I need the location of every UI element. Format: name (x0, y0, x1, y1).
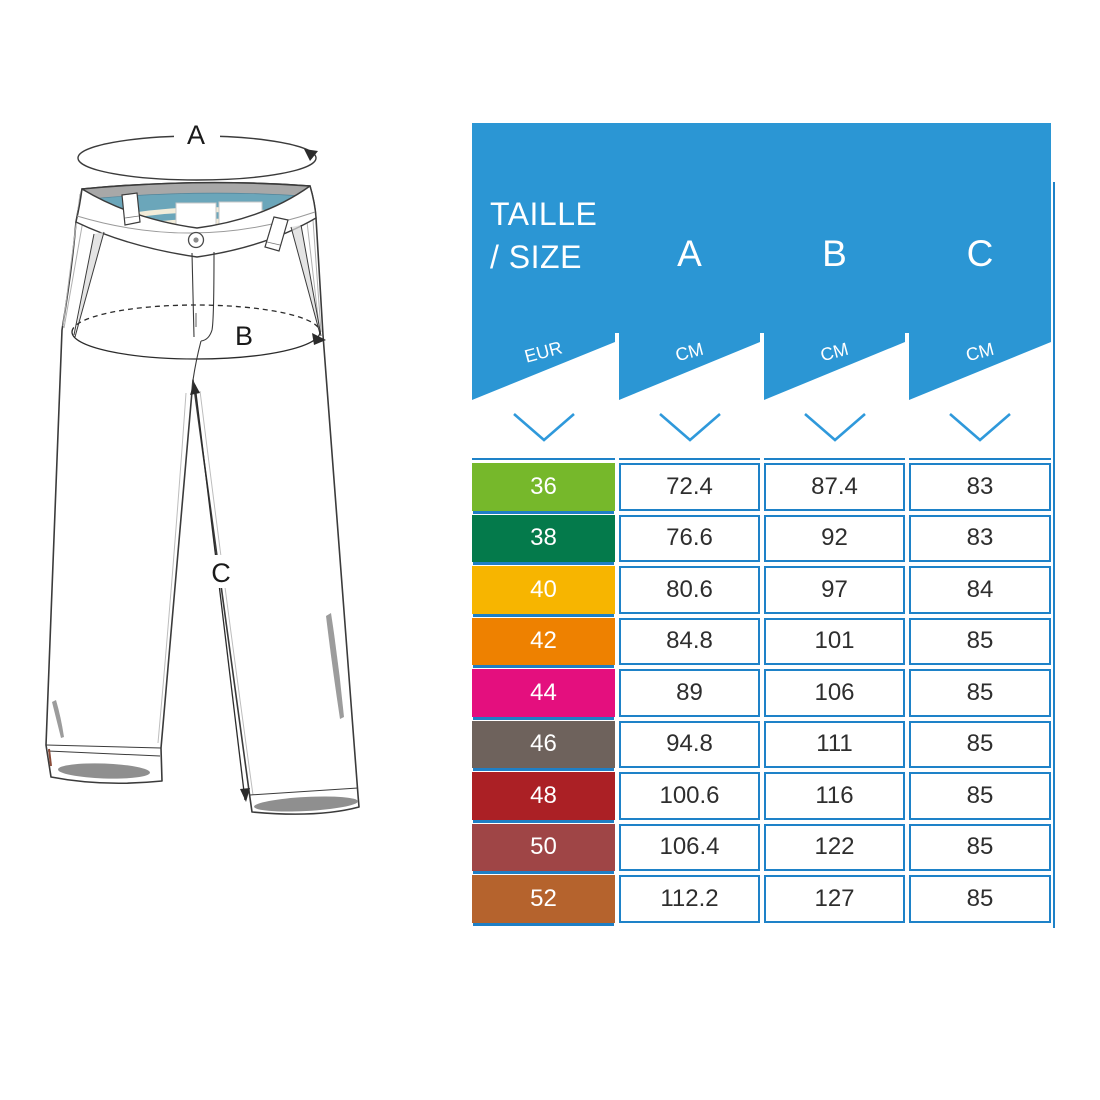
value-cell-c: 85 (909, 669, 1051, 717)
value-cell-a: 94.8 (619, 720, 760, 768)
size-cell: 52 (472, 875, 615, 923)
unit-cell-size: EUR (472, 333, 615, 460)
value-cell-b: 106 (764, 669, 905, 717)
value-cell-c: 85 (909, 823, 1051, 871)
fly-stitch (191, 251, 215, 381)
chevron-down-icon[interactable] (947, 409, 1013, 445)
waist-rim (82, 182, 310, 199)
value-cell-c: 85 (909, 772, 1051, 820)
value-cell-c: 85 (909, 875, 1051, 923)
belt-loop-left-fold (124, 215, 140, 219)
value-cell-c: 85 (909, 617, 1051, 665)
unit-cell-b: CM (764, 333, 905, 460)
button-hole (193, 237, 199, 243)
value-cell-a: 100.6 (619, 772, 760, 820)
measure-c-arrow-top (190, 382, 200, 395)
value-cell-b: 116 (764, 772, 905, 820)
measure-b-solid-arc (71, 331, 321, 360)
inseam-lines (157, 390, 254, 796)
value-cell-b: 122 (764, 823, 905, 871)
size-cell: 44 (472, 669, 615, 717)
unit-row: EUR CM CM CM (472, 333, 1051, 460)
size-cell: 48 (472, 772, 615, 820)
measure-c-label-gap (207, 555, 234, 588)
cuff-red-stitch (48, 748, 52, 767)
value-cell-c: 83 (909, 463, 1051, 511)
value-cell-a: 80.6 (619, 566, 760, 614)
hem-line (249, 787, 359, 796)
measure-c-arrow-bottom (240, 788, 250, 802)
column-header-b: B (822, 233, 847, 274)
right-pocket-lines (290, 224, 322, 337)
value-cell-b: 127 (764, 875, 905, 923)
right-crease-shadow (326, 613, 344, 719)
chevron-down-icon[interactable] (802, 409, 868, 445)
pants-diagram: A B C (45, 120, 360, 815)
value-cell-a: 106.4 (619, 823, 760, 871)
value-cell-a: 72.4 (619, 463, 760, 511)
pants-outline (45, 181, 360, 815)
waistband (75, 184, 317, 258)
belt-loop-left (121, 192, 141, 226)
value-cell-c: 83 (909, 514, 1051, 562)
size-header-line1: TAILLE (490, 196, 598, 232)
table-header: TAILLE / SIZE A B C (472, 123, 1051, 333)
value-cell-a: 89 (619, 669, 760, 717)
value-cell-a: 76.6 (619, 514, 760, 562)
size-header-line2: / SIZE (490, 239, 582, 275)
chevron-down-icon[interactable] (511, 409, 577, 445)
measure-a-label-gap (174, 122, 220, 149)
measure-c-line (194, 384, 246, 801)
column-header-c: C (966, 233, 994, 274)
left-pocket-lines (73, 231, 105, 338)
chevron-down-icon[interactable] (657, 409, 723, 445)
value-cell-c: 85 (909, 720, 1051, 768)
waist-rim-edge (81, 181, 311, 190)
ghost-border (1053, 182, 1055, 928)
measure-label-c: C (211, 558, 231, 588)
measure-a-arrowhead (304, 149, 318, 161)
size-cell: 36 (472, 463, 615, 511)
size-cell: 46 (472, 720, 615, 768)
table-body: 36 72.4 87.4 83 38 76.6 92 83 40 80.6 97 84 42 84.8 10… (472, 463, 1051, 923)
side-seam-lines (62, 191, 322, 335)
value-cell-b: 101 (764, 617, 905, 665)
belt-loop-right-fold (266, 241, 281, 246)
size-cell: 42 (472, 617, 615, 665)
value-cell-b: 87.4 (764, 463, 905, 511)
measure-label-a: A (187, 120, 205, 150)
value-cell-c: 84 (909, 566, 1051, 614)
size-cell: 50 (472, 823, 615, 871)
column-header-a: A (677, 233, 702, 274)
unit-cell-c: CM (909, 333, 1051, 460)
measure-b-arrowhead (312, 333, 326, 345)
value-cell-a: 84.8 (619, 617, 760, 665)
measure-label-b: B (235, 321, 253, 351)
value-cell-b: 92 (764, 514, 905, 562)
value-cell-a: 112.2 (619, 875, 760, 923)
size-cell: 40 (472, 566, 615, 614)
value-cell-b: 111 (764, 720, 905, 768)
cuff-opening-shadow (58, 763, 150, 779)
size-table: TAILLE / SIZE A B C EUR CM (472, 123, 1055, 928)
size-header: TAILLE / SIZE (490, 193, 597, 279)
unit-cell-a: CM (619, 333, 760, 460)
value-cell-b: 97 (764, 566, 905, 614)
size-cell: 38 (472, 514, 615, 562)
left-crease-shadow (52, 700, 64, 738)
measure-b-dashed-arc (71, 304, 321, 333)
cuff-roll-lines (45, 744, 162, 757)
hem-opening-shadow (254, 796, 358, 812)
